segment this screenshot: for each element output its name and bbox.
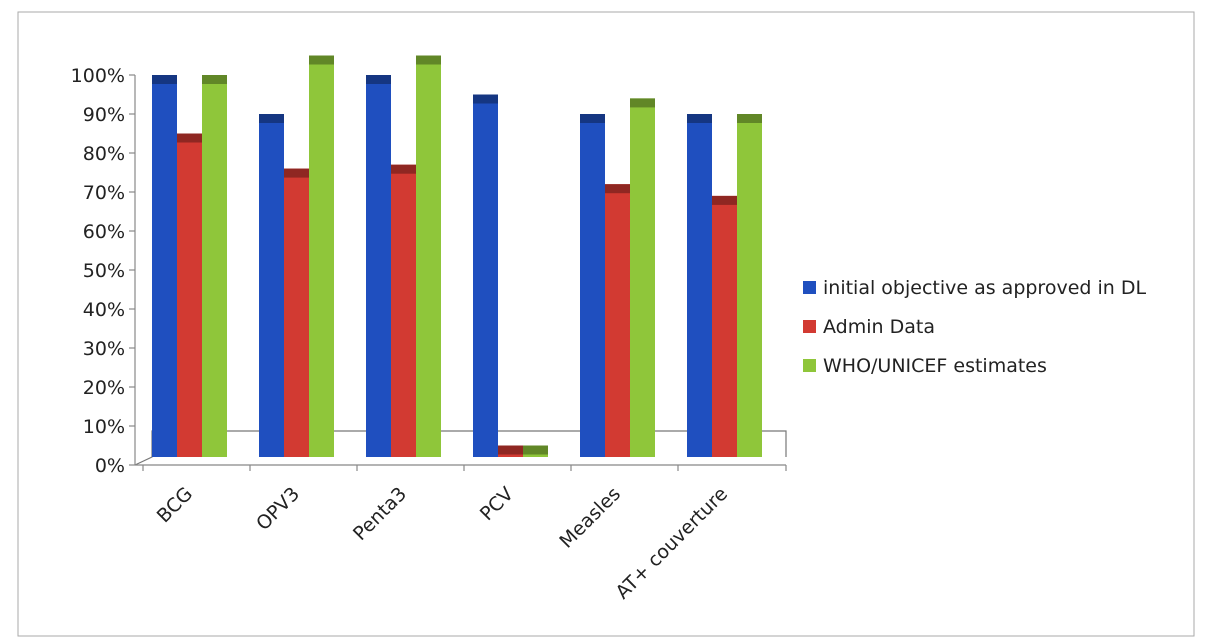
y-tick-label-9: 90% (83, 104, 125, 126)
bar-2-5 (737, 114, 762, 457)
chart-border (17, 11, 1195, 637)
y-tick-label-10: 100% (71, 65, 125, 87)
category-label-2: Penta3 (349, 483, 411, 545)
bar-top-0-0 (152, 75, 177, 84)
bar-0-3 (473, 94, 498, 457)
category-label-5: AT+ couverture (611, 483, 732, 604)
bar-2-2 (416, 55, 441, 457)
bar-top-2-5 (737, 114, 762, 123)
bar-1-2 (391, 164, 416, 457)
bar-top-2-3 (523, 445, 548, 455)
category-label-4: Measles (555, 483, 625, 553)
bar-1-5 (712, 195, 737, 457)
bar-top-1-2 (391, 164, 416, 174)
y-tick-label-1: 10% (83, 416, 125, 438)
bar-top-1-3 (498, 445, 523, 455)
bar-2-0 (202, 75, 227, 457)
category-label-3: PCV (476, 483, 518, 525)
bar-top-1-0 (177, 133, 202, 143)
category-label-1: OPV3 (252, 483, 304, 535)
bar-2-4 (630, 98, 655, 458)
bar-top-1-4 (605, 184, 630, 194)
bar-0-0 (152, 75, 177, 457)
bar-top-0-5 (687, 114, 712, 123)
bars-group (152, 55, 762, 458)
bar-top-2-2 (416, 55, 441, 65)
y-tick-label-5: 50% (83, 260, 125, 282)
legend-swatch-1 (803, 320, 816, 333)
bar-top-0-1 (259, 114, 284, 123)
bar-0-1 (259, 114, 284, 457)
legend-label-0: initial objective as approved in DL (823, 277, 1146, 299)
y-tick-label-8: 80% (83, 143, 125, 165)
bar-top-2-1 (309, 55, 334, 65)
bar-top-2-4 (630, 98, 655, 108)
bar-0-4 (580, 114, 605, 457)
legend-label-1: Admin Data (823, 316, 935, 338)
category-label-0: BCG (153, 483, 197, 527)
legend-swatch-0 (803, 281, 816, 294)
bar-top-0-4 (580, 114, 605, 123)
bar-top-0-3 (473, 94, 498, 104)
legend-swatch-2 (803, 359, 816, 372)
bar-1-1 (284, 168, 309, 457)
bar-2-1 (309, 55, 334, 457)
legend: initial objective as approved in DL Admin… (803, 277, 1146, 377)
bar-1-0 (177, 133, 202, 457)
y-tick-label-0: 0% (95, 455, 125, 477)
y-tick-label-4: 40% (83, 299, 125, 321)
y-tick-label-7: 70% (83, 182, 125, 204)
bar-0-5 (687, 114, 712, 457)
y-tick-label-3: 30% (83, 338, 125, 360)
y-tick-label-6: 60% (83, 221, 125, 243)
bar-0-2 (366, 75, 391, 457)
bar-1-4 (605, 184, 630, 457)
bar-top-1-1 (284, 168, 309, 178)
y-axis: 0% 10% 20% 30% 40% 50% 60% 70% 80% 90% 100% (71, 65, 136, 477)
bar-top-0-2 (366, 75, 391, 84)
legend-label-2: WHO/UNICEF estimates (823, 355, 1047, 377)
y-tick-label-2: 20% (83, 377, 125, 399)
bar-top-1-5 (712, 195, 737, 205)
bar-top-2-0 (202, 75, 227, 84)
